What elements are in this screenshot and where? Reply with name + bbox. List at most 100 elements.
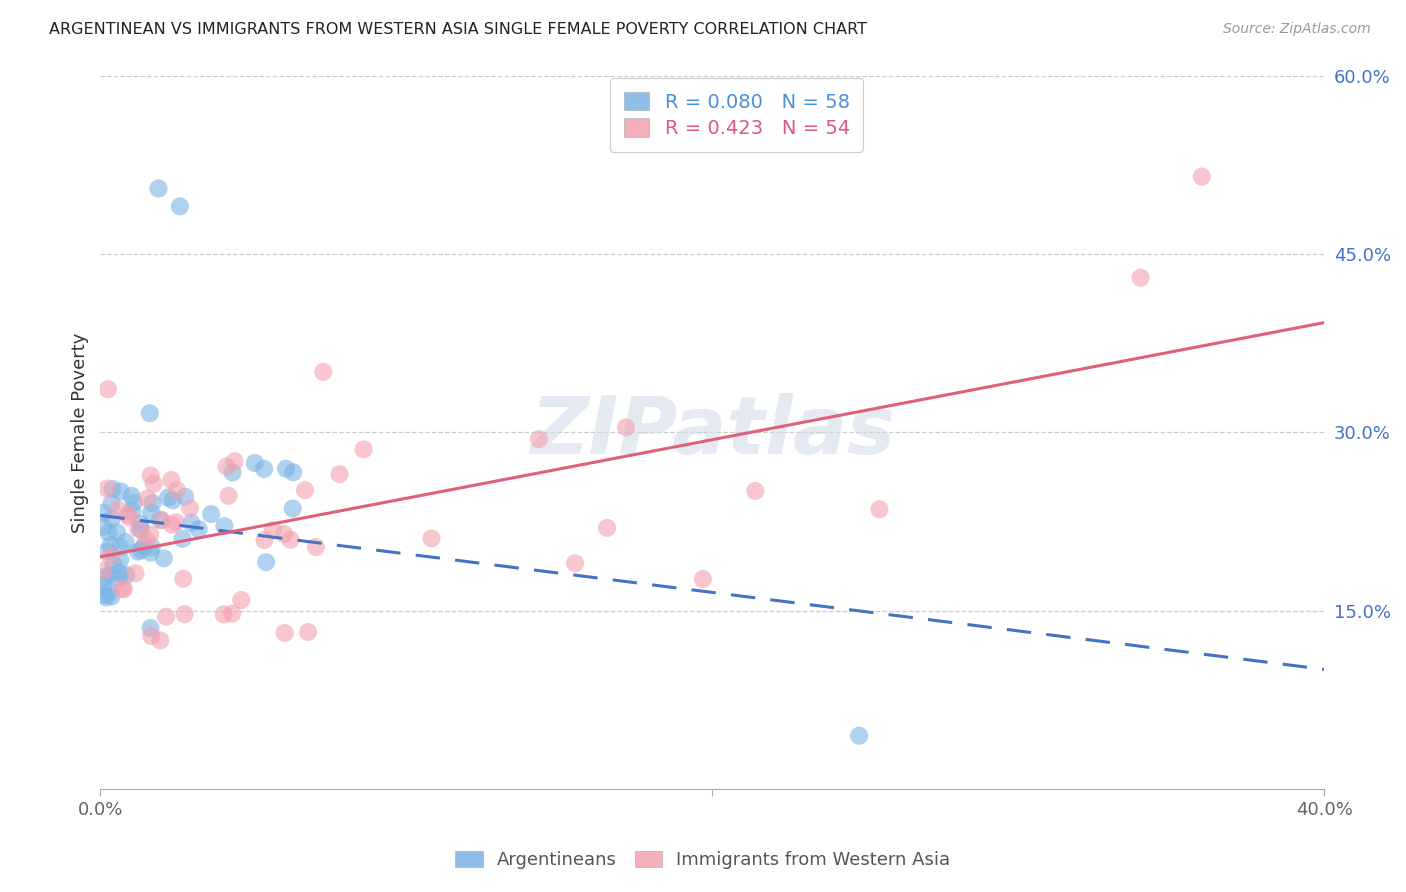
Point <box>112 582 135 597</box>
Point <box>173 607 195 621</box>
Point <box>127 544 149 558</box>
Point <box>172 532 194 546</box>
Point <box>243 456 266 470</box>
Point <box>141 629 163 643</box>
Point <box>179 501 201 516</box>
Point <box>131 543 153 558</box>
Point <box>110 484 132 499</box>
Point <box>139 621 162 635</box>
Point <box>353 442 375 457</box>
Point <box>111 582 134 596</box>
Point <box>165 515 187 529</box>
Point <box>273 626 295 640</box>
Point <box>214 519 236 533</box>
Point <box>200 507 222 521</box>
Point <box>160 517 183 532</box>
Point <box>273 527 295 541</box>
Point <box>110 552 132 566</box>
Point <box>124 566 146 581</box>
Point <box>135 533 157 547</box>
Point <box>110 540 132 554</box>
Point <box>94 591 117 605</box>
Text: Source: ZipAtlas.com: Source: ZipAtlas.com <box>1223 22 1371 37</box>
Point <box>97 382 120 396</box>
Point <box>312 365 335 379</box>
Point <box>121 489 143 503</box>
Point <box>221 466 243 480</box>
Point <box>744 483 766 498</box>
Point <box>224 454 246 468</box>
Point <box>153 551 176 566</box>
Point <box>596 521 619 535</box>
Point <box>105 525 128 540</box>
Point <box>93 578 115 592</box>
Point <box>96 544 118 558</box>
Point <box>93 520 115 534</box>
Point <box>100 590 122 604</box>
Point <box>139 527 162 541</box>
Point <box>281 501 304 516</box>
Point <box>141 541 163 555</box>
Point <box>692 572 714 586</box>
Point <box>172 572 194 586</box>
Point <box>564 556 586 570</box>
Point <box>149 513 172 527</box>
Point <box>150 513 173 527</box>
Legend: R = 0.080   N = 58, R = 0.423   N = 54: R = 0.080 N = 58, R = 0.423 N = 54 <box>610 78 863 152</box>
Point <box>108 571 131 585</box>
Point <box>166 483 188 497</box>
Point <box>848 729 870 743</box>
Point <box>187 522 209 536</box>
Point <box>100 511 122 525</box>
Point <box>420 532 443 546</box>
Point <box>139 506 162 520</box>
Point <box>101 482 124 496</box>
Point <box>253 462 276 476</box>
Point <box>114 535 136 549</box>
Point <box>103 558 125 572</box>
Point <box>527 432 550 446</box>
Point <box>142 476 165 491</box>
Point <box>868 502 890 516</box>
Point <box>283 465 305 479</box>
Point <box>93 588 115 602</box>
Point <box>129 523 152 537</box>
Point <box>1191 169 1213 184</box>
Point <box>93 506 115 520</box>
Point <box>93 564 115 578</box>
Point <box>1129 270 1152 285</box>
Point <box>127 522 149 536</box>
Point <box>212 607 235 622</box>
Y-axis label: Single Female Poverty: Single Female Poverty <box>72 332 89 533</box>
Point <box>148 181 170 195</box>
Point <box>98 549 121 564</box>
Point <box>100 496 122 510</box>
Point <box>117 508 139 522</box>
Point <box>253 533 276 547</box>
Text: ARGENTINEAN VS IMMIGRANTS FROM WESTERN ASIA SINGLE FEMALE POVERTY CORRELATION CH: ARGENTINEAN VS IMMIGRANTS FROM WESTERN A… <box>49 22 868 37</box>
Point <box>115 568 138 582</box>
Point <box>98 567 121 582</box>
Point <box>121 504 143 518</box>
Point <box>122 495 145 509</box>
Point <box>305 540 328 554</box>
Point <box>157 491 180 505</box>
Point <box>98 584 121 599</box>
Point <box>155 609 177 624</box>
Point <box>160 473 183 487</box>
Point <box>231 593 253 607</box>
Point <box>274 461 297 475</box>
Point <box>328 467 350 482</box>
Legend: Argentineans, Immigrants from Western Asia: Argentineans, Immigrants from Western As… <box>447 842 959 879</box>
Point <box>136 491 159 506</box>
Point <box>139 468 162 483</box>
Text: ZIPatlas: ZIPatlas <box>530 393 894 471</box>
Point <box>139 406 162 420</box>
Point <box>294 483 316 497</box>
Point <box>254 555 277 569</box>
Point <box>174 490 197 504</box>
Point <box>141 496 163 510</box>
Point <box>100 538 122 552</box>
Point <box>262 523 284 537</box>
Point <box>180 516 202 530</box>
